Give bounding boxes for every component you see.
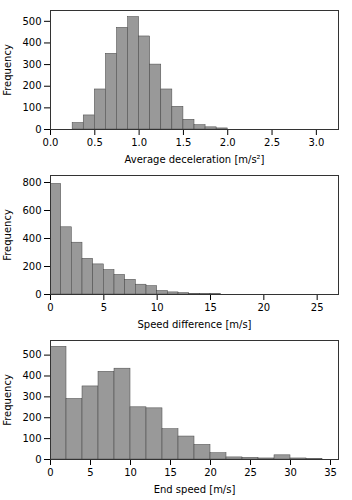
svg-text:500: 500 [22, 349, 41, 360]
svg-text:2.5: 2.5 [264, 137, 280, 148]
svg-text:0: 0 [35, 454, 41, 465]
svg-text:Average deceleration [m/s²]: Average deceleration [m/s²] [124, 154, 264, 165]
svg-text:15: 15 [204, 302, 217, 313]
svg-text:Frequency: Frequency [2, 44, 13, 96]
svg-text:10: 10 [124, 467, 137, 478]
svg-text:300: 300 [22, 59, 41, 70]
svg-text:25: 25 [244, 467, 257, 478]
svg-text:5: 5 [87, 467, 93, 478]
svg-text:End speed [m/s]: End speed [m/s] [154, 484, 236, 495]
svg-text:100: 100 [22, 433, 41, 444]
svg-text:Frequency: Frequency [2, 209, 13, 261]
svg-text:400: 400 [22, 233, 41, 244]
svg-text:35: 35 [324, 467, 337, 478]
svg-text:1.0: 1.0 [131, 137, 147, 148]
svg-text:Frequency: Frequency [2, 374, 13, 426]
svg-text:500: 500 [22, 16, 41, 27]
svg-text:1.5: 1.5 [175, 137, 191, 148]
svg-text:20: 20 [257, 302, 270, 313]
svg-text:20: 20 [204, 467, 217, 478]
svg-text:10: 10 [151, 302, 164, 313]
svg-text:600: 600 [22, 205, 41, 216]
svg-text:2.0: 2.0 [220, 137, 236, 148]
svg-text:0.0: 0.0 [43, 137, 59, 148]
svg-text:800: 800 [22, 177, 41, 188]
svg-text:300: 300 [22, 391, 41, 402]
svg-text:0: 0 [35, 289, 41, 300]
svg-text:15: 15 [164, 467, 177, 478]
svg-text:0: 0 [47, 467, 53, 478]
svg-text:400: 400 [22, 370, 41, 381]
svg-text:5: 5 [101, 302, 107, 313]
svg-text:25: 25 [311, 302, 324, 313]
svg-text:0: 0 [47, 302, 53, 313]
svg-text:200: 200 [22, 261, 41, 272]
svg-text:0.5: 0.5 [87, 137, 103, 148]
svg-text:0: 0 [35, 124, 41, 135]
svg-text:100: 100 [22, 102, 41, 113]
svg-text:30: 30 [284, 467, 297, 478]
svg-text:200: 200 [22, 412, 41, 423]
svg-text:Speed difference [m/s]: Speed difference [m/s] [137, 319, 251, 330]
svg-text:3.0: 3.0 [308, 137, 324, 148]
svg-text:200: 200 [22, 80, 41, 91]
svg-text:400: 400 [22, 37, 41, 48]
